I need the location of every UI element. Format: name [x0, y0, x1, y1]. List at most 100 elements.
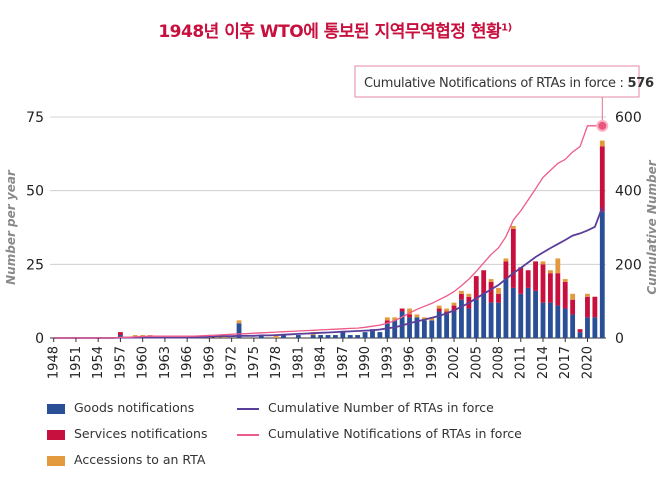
x-tick-label: 1951 [69, 346, 84, 379]
callout-box [354, 65, 640, 98]
bar-accessions [585, 293, 590, 297]
y-tick-label: 75 [26, 110, 44, 126]
legend-cumulative-number: Cumulative Number of RTAs in force [237, 400, 494, 415]
bar-services [540, 264, 546, 303]
x-tick-label: 2020 [580, 346, 595, 379]
bar-accessions [510, 226, 516, 229]
y-tick-label: 25 [26, 257, 44, 273]
bar-accessions [540, 261, 546, 265]
bar-goods [555, 305, 561, 338]
bar-accessions [429, 317, 435, 321]
x-tick-label: 2002 [447, 346, 462, 379]
bar-goods [414, 317, 420, 338]
bar-goods [436, 311, 442, 338]
bar-goods [340, 332, 346, 338]
bar-services [451, 305, 457, 312]
y2-axis-title: Cumulative Number [645, 159, 659, 294]
bar-goods [295, 335, 301, 338]
bar-services [585, 296, 590, 318]
bar-accessions [488, 279, 494, 283]
bar-goods [444, 314, 450, 338]
x-tick-label: 1990 [358, 346, 373, 379]
bar-accessions [384, 317, 390, 321]
bar-goods [325, 335, 331, 338]
bar-goods [547, 302, 553, 338]
bar-accessions [547, 270, 553, 274]
x-tick-label: 1993 [380, 346, 395, 379]
bar-goods [384, 323, 390, 338]
y2-tick-label: 600 [615, 110, 642, 126]
x-tick-label: 1984 [314, 346, 329, 379]
bar-services [570, 299, 576, 315]
x-tick-label: 1996 [403, 346, 418, 379]
bar-goods [466, 308, 472, 338]
bar-goods [459, 299, 464, 338]
x-tick-label: 2017 [558, 346, 573, 379]
legend-cumulative-notifications-line [237, 433, 259, 436]
legend-goods-label: Goods notifications [74, 400, 195, 415]
bar-goods [310, 335, 316, 338]
callout-text: Cumulative Notifications of RTAs in forc… [364, 76, 654, 91]
bar-services [473, 276, 479, 300]
legend-accessions: Accessions to an RTA [47, 452, 205, 467]
bar-goods [362, 332, 368, 338]
title-text: 1948년 이후 WTO에 통보된 지역무역협정 현황 [158, 22, 502, 42]
bar-goods [496, 302, 501, 338]
chart-title: 1948년 이후 WTO에 통보된 지역무역협정 현황1) [0, 17, 670, 42]
bar-services [562, 282, 568, 309]
cumulative-notifications-line [53, 125, 603, 339]
x-tick-label: 1948 [47, 346, 62, 379]
bar-services [547, 273, 553, 303]
x-tick-label: 1969 [202, 346, 217, 379]
bar-services [481, 270, 487, 294]
bar-services [599, 146, 605, 212]
y2-tick-label: 400 [615, 184, 642, 200]
bar-services [533, 261, 538, 291]
bar-goods [592, 317, 598, 338]
bar-accessions [570, 293, 576, 300]
bar-accessions [414, 314, 420, 318]
bar-accessions [459, 290, 464, 294]
bar-services [525, 270, 531, 288]
x-tick-label: 1966 [180, 346, 195, 379]
bar-services [496, 293, 501, 303]
legend-accessions-label: Accessions to an RTA [74, 452, 206, 467]
legend-goods: Goods notifications [47, 400, 194, 415]
x-tick-label: 1987 [336, 346, 351, 379]
bar-goods [236, 323, 242, 338]
bar-goods [281, 335, 286, 338]
x-tick-label: 1975 [247, 346, 262, 379]
bar-accessions [503, 258, 509, 262]
bar-services [384, 320, 390, 324]
bar-goods [533, 290, 538, 338]
cumulative-number-line [53, 206, 604, 339]
bar-goods [377, 332, 383, 338]
bar-accessions [436, 305, 442, 309]
x-tick-label: 2008 [492, 346, 507, 379]
bar-goods [258, 335, 264, 338]
x-tick-label: 2011 [514, 346, 529, 379]
x-tick-label: 1981 [291, 346, 306, 379]
bar-services [407, 314, 412, 318]
callout-value: 576 [627, 76, 653, 91]
bar-accessions [236, 320, 242, 324]
x-tick-label: 1957 [113, 346, 128, 379]
bar-services [399, 308, 405, 312]
bar-goods [481, 293, 487, 338]
x-tick-label: 1978 [269, 346, 284, 379]
bar-goods [585, 317, 590, 338]
bar-goods [118, 335, 123, 338]
bar-services [459, 293, 464, 300]
callout-marker [596, 119, 609, 132]
bar-services [436, 308, 442, 312]
bar-goods [562, 308, 568, 338]
bar-goods [488, 302, 494, 338]
legend-cumulative-number-line [237, 407, 259, 410]
bar-goods [540, 302, 546, 338]
bar-accessions [599, 140, 605, 147]
bar-goods [392, 320, 398, 338]
legend-services-label: Services notifications [74, 426, 208, 441]
bar-goods [355, 335, 361, 338]
legend-goods-swatch [47, 403, 65, 414]
